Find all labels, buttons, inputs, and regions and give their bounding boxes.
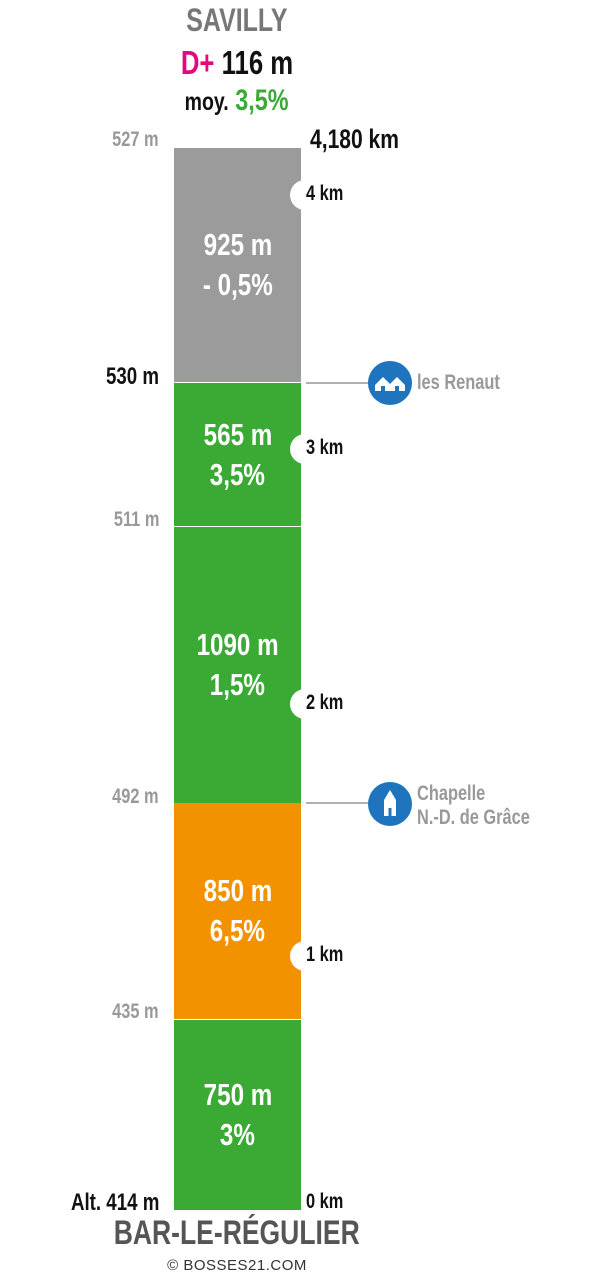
altitude-label: 530 m [105,363,159,390]
poi-label-les-renaut: les Renaut [417,371,500,394]
start-name-text: BAR-LE-RÉGULIER [113,1214,361,1252]
segment-5: 750 m 3% [174,1020,301,1210]
segment-length: 750 m [203,1077,272,1112]
segment-4: 850 m 6,5% [174,803,301,1020]
elevation-gain-prefix: D+ [180,44,215,81]
km-marker-2: 2 km [306,691,344,714]
segment-1: 925 m - 0,5% [174,148,301,383]
segment-length: 925 m [203,227,272,262]
houses-icon [368,361,412,405]
altitude-label: 435 m [112,1000,159,1023]
altitude-label: 511 m [113,508,159,531]
poi-connector [306,382,368,384]
climb-profile: 925 m - 0,5% 565 m 3,5% 1090 m 1,5% 850 … [174,148,301,1210]
segment-grade: 3,5% [209,456,266,492]
elevation-gain: D+ 116 m [0,44,474,82]
average-grade-prefix: moy. [185,88,230,116]
km-notch-3 [290,434,312,464]
segment-2: 565 m 3,5% [174,383,301,527]
total-distance-label: 4,180 km [310,124,424,155]
km-marker-1: 1 km [306,943,344,966]
altitude-label: 492 m [112,785,159,808]
km-marker-4: 4 km [306,182,344,205]
km-notch-1 [290,941,312,971]
km-marker-3: 3 km [306,436,344,459]
segment-grade: 1,5% [209,667,266,702]
average-grade: moy. 3,5% [0,84,474,118]
summit-name-text: SAVILLY [186,2,288,38]
segment-length: 1090 m [196,627,279,662]
segment-grade: 6,5% [209,913,266,948]
poi-connector [306,802,368,804]
altitude-label: 527 m [112,128,159,151]
segment-3: 1090 m 1,5% [174,527,301,803]
segment-length: 565 m [203,416,272,452]
copyright: © BOSSES21.COM [167,1257,307,1274]
altitude-label: Alt. 414 m [70,1189,159,1216]
chapel-icon [368,782,412,826]
km-notch-2 [290,689,312,719]
segment-grade: - 0,5% [202,267,273,302]
km-notch-4 [290,180,312,210]
elevation-gain-value: 116 m [221,44,294,81]
poi-label-chapelle: Chapelle N.-D. de Grâce [417,782,530,829]
average-grade-value: 3,5% [235,84,289,117]
total-distance-text: 4,180 km [310,124,399,154]
km-marker-0: 0 km [306,1190,344,1213]
start-name: BAR-LE-RÉGULIER [0,1214,474,1253]
segment-grade: 3% [220,1117,255,1152]
summit-name: SAVILLY [0,2,474,39]
segment-length: 850 m [203,873,272,908]
